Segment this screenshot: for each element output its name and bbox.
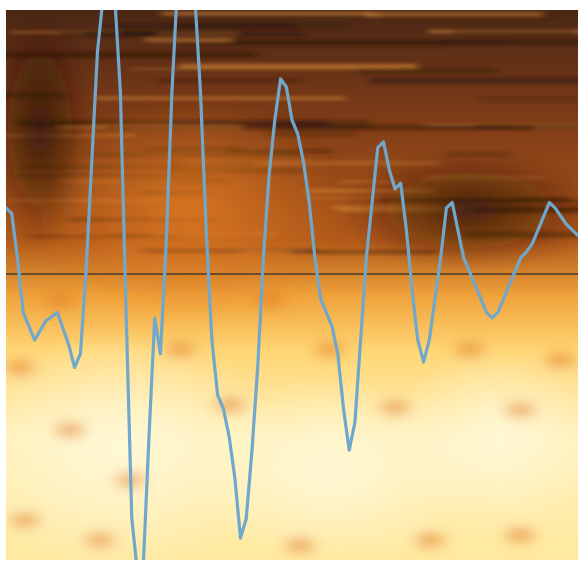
heat-dark-region (340, 150, 578, 270)
heat-streak (351, 41, 578, 44)
heat-streak (157, 79, 301, 82)
heat-streak (289, 250, 437, 254)
heat-warm-cell (408, 530, 452, 550)
heat-streak (161, 11, 374, 16)
heat-streak (452, 29, 575, 36)
heat-streak (128, 67, 394, 71)
heat-streak (241, 125, 534, 130)
heat-streak (370, 77, 578, 84)
heat-streak (95, 96, 346, 101)
heat-warm-cell (6, 358, 42, 378)
heat-dark-region (6, 10, 90, 250)
heat-warm-cell (208, 395, 252, 415)
heat-warm-cell (78, 530, 122, 550)
heat-streak (178, 63, 417, 69)
heat-warm-cell (498, 525, 542, 545)
heat-streak (6, 51, 257, 58)
heat-streak (176, 40, 452, 46)
heat-warm-cell (248, 290, 292, 310)
heat-warm-cell (6, 510, 47, 530)
heat-streak (108, 24, 298, 29)
heat-warm-cell (498, 400, 542, 420)
heat-bright-region (390, 350, 578, 530)
heat-streak (144, 38, 232, 42)
heat-warm-cell (278, 535, 322, 555)
heat-warm-cell (373, 398, 417, 418)
heat-streak (421, 125, 510, 130)
heat-warm-cell (308, 340, 352, 360)
heat-streak (84, 31, 180, 37)
heat-streak (226, 10, 407, 13)
heat-streak (356, 68, 497, 74)
heat-warm-cell (448, 340, 492, 360)
heat-streak (380, 14, 553, 19)
heat-streak (479, 96, 578, 102)
heat-streak (264, 132, 355, 136)
heat-warm-cell (538, 350, 578, 370)
heat-warm-cell (38, 290, 82, 310)
heat-warm-region (40, 100, 340, 320)
heat-warm-cell (158, 340, 202, 360)
heatmap-background (6, 10, 578, 560)
series-line (6, 10, 578, 560)
heat-warm-cell (48, 420, 92, 440)
